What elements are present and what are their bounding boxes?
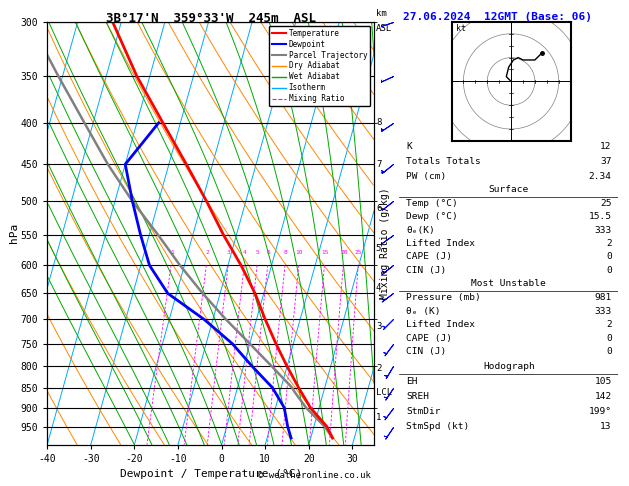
Text: StmSpd (kt): StmSpd (kt): [406, 421, 469, 431]
Text: 0: 0: [606, 252, 612, 261]
Text: StmDir: StmDir: [406, 407, 440, 416]
Text: 3: 3: [227, 250, 231, 255]
Text: 6: 6: [267, 250, 270, 255]
Text: © weatheronline.co.uk: © weatheronline.co.uk: [258, 471, 371, 480]
Text: 1: 1: [376, 413, 381, 422]
Text: EH: EH: [406, 377, 418, 385]
Text: SREH: SREH: [406, 392, 429, 400]
Text: 2: 2: [376, 364, 381, 373]
Text: Pressure (mb): Pressure (mb): [406, 293, 481, 302]
Text: 8: 8: [284, 250, 287, 255]
Text: 0: 0: [606, 266, 612, 275]
Text: ASL: ASL: [376, 24, 392, 33]
Text: CAPE (J): CAPE (J): [406, 334, 452, 343]
Text: 37: 37: [600, 156, 612, 166]
Text: Surface: Surface: [489, 186, 529, 194]
Text: θₑ (K): θₑ (K): [406, 307, 440, 315]
Text: LCL: LCL: [376, 388, 392, 397]
Text: 5: 5: [256, 250, 260, 255]
Text: Dewp (°C): Dewp (°C): [406, 212, 458, 221]
Text: 199°: 199°: [589, 407, 612, 416]
Text: 3B°17'N  359°33'W  245m  ASL: 3B°17'N 359°33'W 245m ASL: [106, 12, 316, 25]
Text: 2.34: 2.34: [589, 172, 612, 181]
Text: Totals Totals: Totals Totals: [406, 156, 481, 166]
Text: 2: 2: [606, 239, 612, 248]
Text: 981: 981: [594, 293, 612, 302]
Text: CIN (J): CIN (J): [406, 266, 446, 275]
Text: Lifted Index: Lifted Index: [406, 239, 475, 248]
Text: 15.5: 15.5: [589, 212, 612, 221]
Text: Mixing Ratio (g/kg): Mixing Ratio (g/kg): [380, 187, 390, 299]
Text: PW (cm): PW (cm): [406, 172, 446, 181]
Text: 12: 12: [600, 141, 612, 151]
Text: 2: 2: [205, 250, 209, 255]
Text: km: km: [376, 9, 387, 17]
Text: kt: kt: [456, 24, 466, 34]
Text: CAPE (J): CAPE (J): [406, 252, 452, 261]
Legend: Temperature, Dewpoint, Parcel Trajectory, Dry Adiabat, Wet Adiabat, Isotherm, Mi: Temperature, Dewpoint, Parcel Trajectory…: [269, 26, 370, 106]
Text: 105: 105: [594, 377, 612, 385]
Text: 0: 0: [606, 347, 612, 356]
Text: 10: 10: [296, 250, 303, 255]
Text: 6: 6: [376, 204, 381, 213]
Text: 20: 20: [340, 250, 348, 255]
Text: 4: 4: [376, 283, 381, 293]
Text: 13: 13: [600, 421, 612, 431]
Text: 5: 5: [376, 244, 381, 253]
Text: 8: 8: [376, 119, 381, 127]
Text: 2: 2: [606, 320, 612, 329]
Text: 0: 0: [606, 334, 612, 343]
Text: 333: 333: [594, 226, 612, 235]
Text: 25: 25: [600, 199, 612, 208]
Text: Lifted Index: Lifted Index: [406, 320, 475, 329]
Text: 1: 1: [170, 250, 174, 255]
Text: Hodograph: Hodograph: [483, 362, 535, 371]
Text: θₑ(K): θₑ(K): [406, 226, 435, 235]
Text: 333: 333: [594, 307, 612, 315]
Text: 25: 25: [355, 250, 362, 255]
Text: 142: 142: [594, 392, 612, 400]
Text: Temp (°C): Temp (°C): [406, 199, 458, 208]
Text: 7: 7: [376, 160, 381, 169]
Text: 27.06.2024  12GMT (Base: 06): 27.06.2024 12GMT (Base: 06): [403, 12, 591, 22]
Text: Most Unstable: Most Unstable: [472, 279, 546, 288]
Text: 4: 4: [243, 250, 247, 255]
Text: K: K: [406, 141, 412, 151]
Text: 15: 15: [321, 250, 329, 255]
Text: 3: 3: [376, 322, 381, 331]
Text: CIN (J): CIN (J): [406, 347, 446, 356]
Y-axis label: hPa: hPa: [9, 223, 19, 243]
X-axis label: Dewpoint / Temperature (°C): Dewpoint / Temperature (°C): [120, 469, 302, 479]
